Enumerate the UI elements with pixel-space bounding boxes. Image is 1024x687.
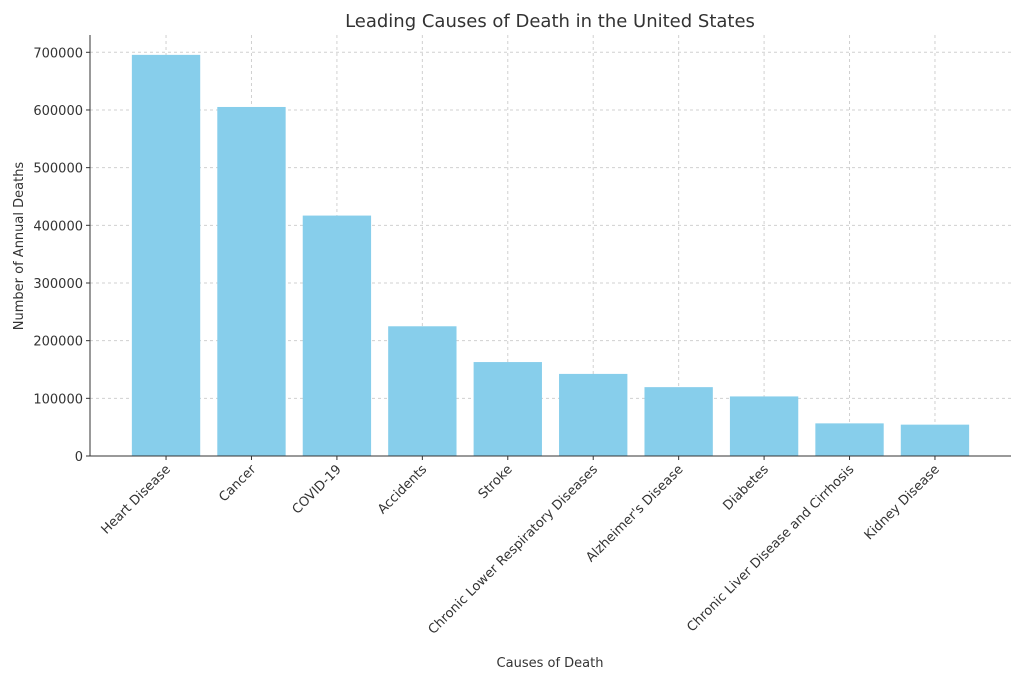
bar: [217, 106, 286, 457]
y-tick-label: 0: [75, 450, 83, 465]
x-tick-label: Stroke: [476, 462, 516, 502]
chart-title: Leading Causes of Death in the United St…: [345, 11, 755, 32]
x-axis-label: Causes of Death: [497, 656, 604, 671]
bar: [900, 424, 970, 456]
y-tick-label: 200000: [33, 335, 83, 350]
y-tick-label: 700000: [33, 46, 83, 61]
x-tick-label: Alzheimer's Disease: [583, 462, 686, 565]
x-tick-label: Heart Disease: [99, 462, 174, 537]
y-axis-ticks: 0 100000 200000 300000 400000 500000 600000 700…: [33, 46, 90, 465]
bar: [302, 215, 372, 456]
bar: [644, 387, 713, 456]
y-tick-label: 500000: [33, 162, 83, 177]
x-tick-label: Diabetes: [720, 462, 772, 514]
bar: [559, 373, 628, 456]
x-tick-label: Accidents: [375, 462, 430, 517]
bar: [388, 326, 457, 456]
x-tick-label: Cancer: [216, 462, 259, 505]
y-axis-label: Number of Annual Deaths: [12, 162, 27, 331]
y-tick-label: 400000: [33, 219, 83, 234]
y-tick-label: 300000: [33, 277, 83, 292]
x-tick-label: Chronic Lower Respiratory Diseases: [426, 462, 602, 638]
x-tick-label: COVID-19: [290, 462, 345, 517]
bar: [815, 423, 884, 456]
x-axis-ticks: Heart Disease Cancer COVID-19 Accidents Stro…: [99, 456, 943, 638]
bar: [729, 396, 799, 456]
x-tick-label: Kidney Disease: [862, 462, 943, 543]
y-tick-label: 600000: [33, 104, 83, 119]
bar: [473, 362, 542, 456]
x-tick-label: Chronic Liver Disease and Cirrhosis: [684, 462, 857, 635]
bar: [131, 54, 201, 456]
y-tick-label: 100000: [33, 392, 83, 407]
bars: [131, 54, 970, 457]
